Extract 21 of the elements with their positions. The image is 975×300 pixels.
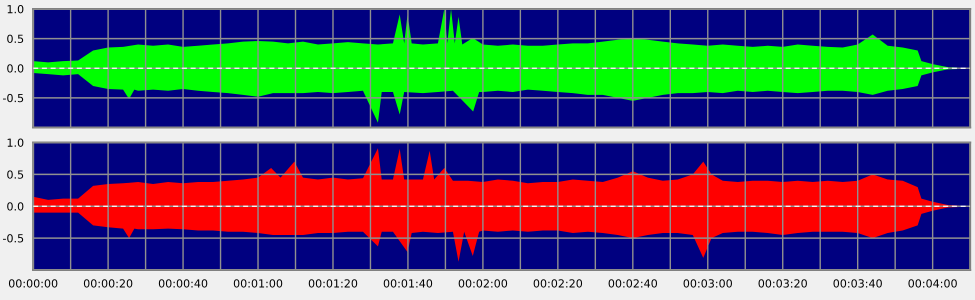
x-tick-label: 00:02:00 [458,279,508,288]
y-tick-label: 0.0 [7,202,24,211]
y-tick-label: 0.5 [7,34,24,44]
x-tick-label: 00:00:00 [8,279,58,288]
x-tick-label: 00:00:40 [158,279,208,288]
y-tick-label: 0.0 [7,64,24,73]
y-tick-label: 1.0 [8,138,24,147]
x-tick-label: 00:04:00 [908,279,957,288]
x-tick-label: 00:03:40 [833,279,882,288]
x-tick-label: 00:00:20 [84,279,132,288]
y-tick-label: 0.5 [7,170,24,179]
x-tick-label: 00:01:00 [234,279,282,288]
x-tick-label: 00:01:20 [308,279,358,288]
y-tick-label: 1.0 [8,4,24,14]
y-tick-label: -0.5 [2,94,24,102]
y-tick-label: -0.5 [2,234,24,243]
x-tick-label: 00:03:20 [758,279,807,288]
x-tick-label: 00:01:40 [384,279,432,288]
x-tick-label: 00:03:00 [684,279,732,288]
x-tick-label: 00:02:20 [534,279,582,288]
x-tick-label: 00:02:40 [608,279,658,288]
